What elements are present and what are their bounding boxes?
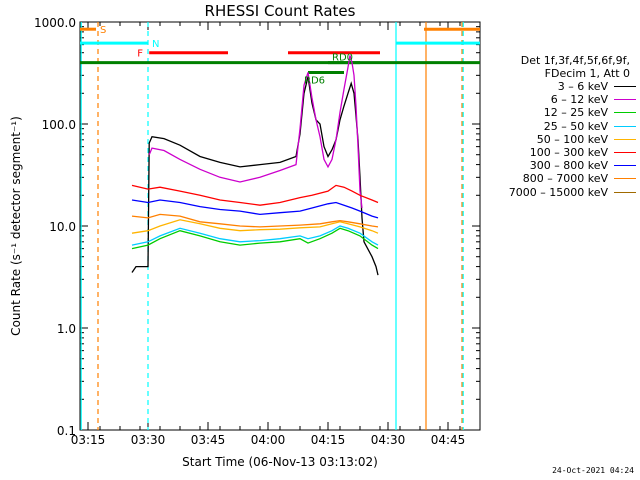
legend-entry-1: 6 – 12 keV	[484, 93, 636, 106]
chart-title: RHESSI Count Rates	[205, 2, 356, 20]
y-tick-label: 0.1	[57, 424, 76, 438]
legend: Det 1f,3f,4f,5f,6f,9f, FDecim 1, Att 0 3…	[484, 54, 636, 199]
legend-entry-3: 25 – 50 keV	[484, 120, 636, 133]
footer-timestamp: 24-Oct-2021 04:24	[552, 466, 634, 475]
legend-label: 300 – 800 keV	[529, 159, 608, 173]
flag-label: RD0	[332, 53, 353, 64]
series-line-2	[131, 227, 379, 250]
legend-swatch	[614, 86, 636, 88]
x-tick-label: 04:45	[431, 433, 466, 447]
x-tick-label: 03:30	[131, 433, 166, 447]
y-tick-label: 10.0	[49, 220, 76, 234]
x-tick-label: 04:00	[251, 433, 286, 447]
y-tick-label: 1000.0	[34, 16, 76, 30]
flag-label: S	[100, 25, 106, 36]
series-line-3	[131, 225, 379, 246]
series-line-1	[148, 55, 363, 209]
x-tick-label: 04:30	[371, 433, 406, 447]
x-axis-label: Start Time (06-Nov-13 03:13:02)	[182, 455, 378, 469]
flag-label: F	[137, 49, 143, 60]
legend-label: 50 – 100 keV	[536, 132, 608, 146]
legend-label: 12 – 25 keV	[543, 106, 608, 120]
legend-label: 800 – 7000 keV	[522, 172, 608, 186]
legend-label: 7000 – 15000 keV	[508, 185, 608, 199]
x-tick-label: 04:15	[311, 433, 346, 447]
y-tick-label: 100.0	[42, 118, 76, 132]
legend-swatch	[614, 152, 636, 154]
y-tick-label: 1.0	[57, 322, 76, 336]
series-line-4	[131, 219, 379, 234]
legend-entry-0: 3 – 6 keV	[484, 80, 636, 93]
legend-entry-5: 100 – 300 keV	[484, 146, 636, 159]
legend-header-line-1: Det 1f,3f,4f,5f,6f,9f,	[520, 54, 630, 67]
legend-swatch	[614, 112, 636, 114]
y-axis-label: Count Rate (s⁻¹ detector segment⁻¹)	[9, 116, 23, 336]
legend-swatch	[614, 178, 636, 180]
legend-swatch	[614, 191, 636, 193]
legend-label: 25 – 50 keV	[543, 119, 608, 133]
series-line-7	[131, 213, 379, 228]
legend-entry-7: 800 – 7000 keV	[484, 172, 636, 185]
flag-label: RD6	[304, 75, 325, 86]
legend-label: 6 – 12 keV	[550, 93, 608, 107]
legend-entry-6: 300 – 800 keV	[484, 159, 636, 172]
legend-swatch	[614, 165, 636, 167]
flag-label: N	[152, 39, 159, 50]
series-line-5	[131, 184, 379, 206]
legend-label: 3 – 6 keV	[557, 80, 608, 94]
legend-entry-8: 7000 – 15000 keV	[484, 186, 636, 199]
legend-label: 100 – 300 keV	[529, 146, 608, 160]
x-tick-label: 03:15	[71, 433, 106, 447]
legend-swatch	[614, 138, 636, 140]
legend-entry-2: 12 – 25 keV	[484, 106, 636, 119]
legend-header-line-2: FDecim 1, Att 0	[544, 67, 630, 80]
legend-entry-4: 50 – 100 keV	[484, 133, 636, 146]
series-line-6	[131, 199, 379, 219]
legend-swatch	[614, 99, 636, 101]
x-tick-label: 03:45	[191, 433, 226, 447]
legend-swatch	[614, 125, 636, 127]
